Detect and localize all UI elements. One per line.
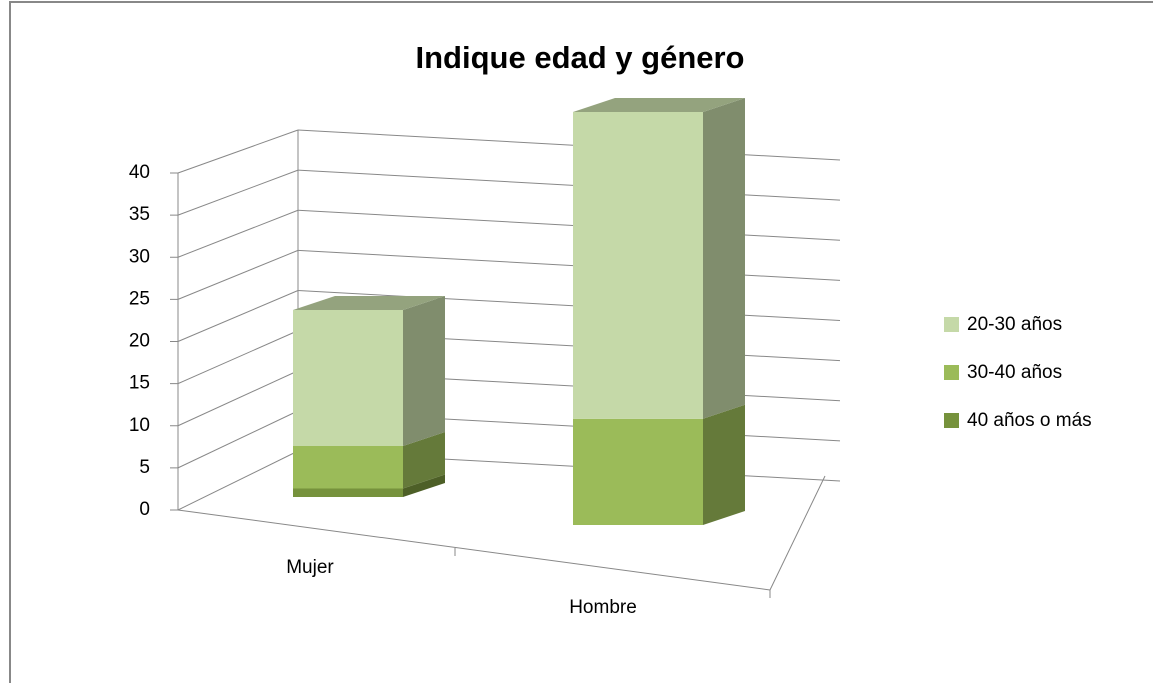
grid-line bbox=[297, 129, 841, 161]
grid-line bbox=[177, 330, 299, 385]
y-tick-label: 35 bbox=[129, 204, 150, 225]
grid-line bbox=[297, 290, 841, 321]
y-tick-label: 10 bbox=[129, 415, 150, 436]
bar-top bbox=[293, 296, 445, 310]
x-tick-label: Mujer bbox=[286, 557, 334, 578]
bar-side bbox=[403, 432, 445, 489]
bar bbox=[293, 488, 403, 497]
grid-line bbox=[177, 129, 299, 174]
bar-side bbox=[403, 296, 445, 446]
bar bbox=[573, 418, 703, 525]
grid-line bbox=[297, 169, 841, 201]
legend-swatch bbox=[944, 413, 959, 428]
y-tick-label: 0 bbox=[139, 499, 150, 520]
y-tick-label: 25 bbox=[129, 288, 150, 309]
bar-side bbox=[703, 404, 745, 525]
y-tick-label: 40 bbox=[129, 162, 150, 183]
grid-line bbox=[177, 450, 299, 511]
grid-line bbox=[177, 249, 299, 300]
bar bbox=[293, 446, 403, 489]
bar-top bbox=[573, 98, 745, 112]
grid-line bbox=[177, 370, 299, 427]
legend-label: 40 años o más bbox=[967, 410, 1092, 431]
grid-line bbox=[177, 209, 299, 258]
bar-side bbox=[403, 474, 445, 497]
bar bbox=[293, 310, 403, 446]
chart-title: Indique edad y género bbox=[416, 40, 745, 75]
floor-edge bbox=[177, 509, 771, 591]
y-tick-label: 30 bbox=[129, 246, 150, 267]
grid-line bbox=[177, 410, 299, 469]
grid-line bbox=[177, 169, 299, 216]
floor-edge bbox=[769, 475, 826, 591]
grid-line bbox=[297, 209, 841, 241]
y-tick-label: 20 bbox=[129, 331, 150, 352]
legend-swatch bbox=[944, 365, 959, 380]
x-tick-label: Hombre bbox=[569, 597, 637, 618]
y-tick-label: 5 bbox=[139, 457, 150, 478]
bar-side bbox=[703, 98, 745, 419]
grid-line bbox=[297, 249, 841, 281]
bar bbox=[573, 112, 703, 419]
grid-line bbox=[177, 290, 299, 342]
legend-swatch bbox=[944, 317, 959, 332]
legend-label: 30-40 años bbox=[967, 362, 1062, 383]
y-tick-label: 15 bbox=[129, 373, 150, 394]
legend-label: 20-30 años bbox=[967, 314, 1062, 335]
